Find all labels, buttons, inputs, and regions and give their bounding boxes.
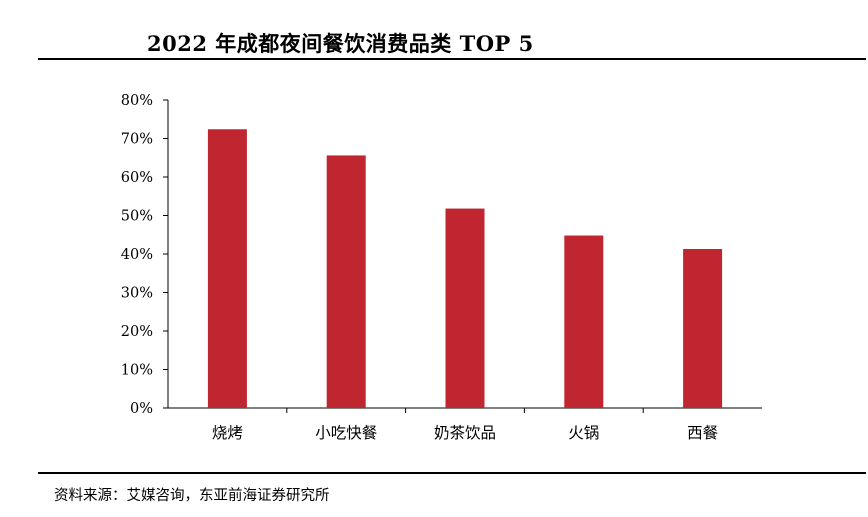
x-tick-label: 奶茶饮品 (434, 424, 496, 442)
y-tick-label: 10% (121, 363, 153, 379)
bar (207, 129, 247, 408)
bar (683, 248, 723, 408)
y-tick-label: 0% (130, 401, 153, 417)
y-tick-label: 40% (121, 247, 153, 263)
y-tick-label: 20% (121, 324, 153, 340)
y-tick-label: 80% (121, 93, 153, 109)
y-tick-label: 70% (121, 132, 153, 148)
y-tick-label: 50% (121, 209, 153, 225)
y-tick-label: 30% (121, 286, 153, 302)
x-tick-label: 烧烤 (212, 424, 243, 442)
bar (445, 208, 485, 408)
top-rule (38, 58, 866, 60)
y-tick-label: 60% (121, 170, 153, 186)
x-tick-label: 火锅 (568, 424, 599, 442)
bar (564, 235, 604, 408)
source-note: 资料来源：艾媒咨询，东亚前海证券研究所 (54, 488, 330, 504)
x-tick-label: 小吃快餐 (315, 424, 377, 442)
x-tick-label: 西餐 (687, 424, 718, 442)
chart-title: 2022 年成都夜间餐饮消费品类 TOP 5 (147, 31, 534, 56)
bottom-rule (38, 472, 866, 474)
bar (326, 155, 366, 408)
